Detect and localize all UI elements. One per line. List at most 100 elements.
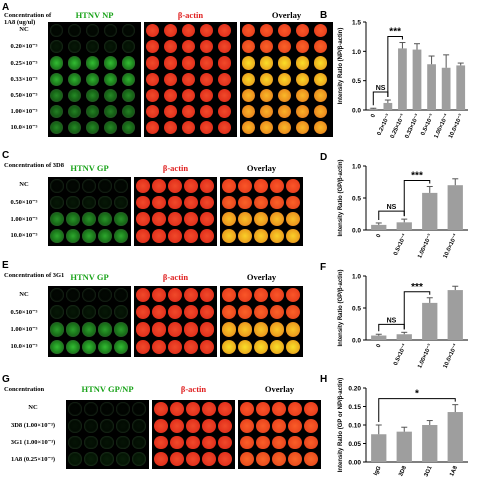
well xyxy=(154,418,168,433)
well xyxy=(200,339,215,354)
channel-title: HTNV GP xyxy=(70,272,109,282)
significance-bracket xyxy=(378,398,456,422)
x-tick-label: 0.5×10⁻³ xyxy=(419,113,435,137)
x-tick-label: 10.0×10⁻³ xyxy=(447,113,464,140)
well xyxy=(68,121,82,135)
well xyxy=(122,56,136,70)
significance-bracket xyxy=(403,291,431,330)
bar-chart-b: B 0.0 0.5 1.0 1.5 Intensity Ratio (NP/β-actin… xyxy=(320,10,468,140)
row-label: 0.50×10⁻³ xyxy=(10,199,38,207)
well xyxy=(168,339,183,354)
well xyxy=(104,105,118,119)
well xyxy=(200,179,214,193)
well xyxy=(288,435,302,450)
bar xyxy=(371,434,387,462)
well xyxy=(50,179,64,193)
well xyxy=(116,435,130,450)
well xyxy=(272,402,286,416)
well xyxy=(242,40,256,54)
well xyxy=(82,179,96,193)
y-tick-label: 0.15 xyxy=(348,404,361,411)
well xyxy=(254,305,269,320)
significance-label: *** xyxy=(411,170,423,181)
panel-letter-a: A xyxy=(2,2,10,13)
well xyxy=(200,322,215,337)
well xyxy=(146,40,160,54)
well-plate-overlay xyxy=(238,400,321,470)
well xyxy=(278,72,292,86)
well xyxy=(164,56,178,70)
row-label: 10.0×10⁻³ xyxy=(10,232,38,240)
bar xyxy=(412,49,422,110)
well xyxy=(170,435,184,450)
well xyxy=(66,212,80,227)
well xyxy=(270,195,284,210)
well xyxy=(296,24,310,38)
well xyxy=(68,452,82,467)
row-label: NC xyxy=(19,290,29,298)
row-label: 1.00×10⁻³ xyxy=(10,326,38,333)
well xyxy=(122,105,136,119)
well xyxy=(152,212,166,227)
well xyxy=(104,56,118,70)
bar xyxy=(447,185,463,230)
y-tick-label: 0.5 xyxy=(352,306,361,313)
well xyxy=(164,88,178,102)
bar xyxy=(447,412,463,462)
well xyxy=(116,418,130,433)
channel-title: β-actin xyxy=(162,272,189,282)
well xyxy=(146,24,160,38)
well xyxy=(66,322,81,337)
y-axis-label: Intensity Ratio (GP/β-actin) xyxy=(338,269,344,346)
well xyxy=(154,402,168,416)
well xyxy=(242,121,256,135)
well xyxy=(238,195,252,210)
well xyxy=(286,322,301,337)
well-plate-green xyxy=(48,286,131,357)
well xyxy=(82,212,96,227)
well xyxy=(184,288,199,303)
well xyxy=(68,24,82,38)
well-plate-red xyxy=(152,400,235,470)
well xyxy=(184,339,199,354)
well xyxy=(114,339,129,354)
x-tick-label: 3D8 xyxy=(398,465,408,478)
channel-title: HTNV NP xyxy=(75,10,114,20)
significance-bracket xyxy=(403,179,431,217)
well xyxy=(122,121,136,135)
y-tick-label: 1.0 xyxy=(352,274,361,281)
row-label: 3G1 (1.00×10⁻³) xyxy=(10,439,56,446)
bar xyxy=(383,102,393,110)
well xyxy=(98,322,113,337)
well xyxy=(66,339,81,354)
well xyxy=(68,88,82,102)
well xyxy=(314,56,328,70)
y-tick-label: 0.0 xyxy=(352,108,361,115)
well xyxy=(50,24,64,38)
well xyxy=(86,105,100,119)
well xyxy=(270,305,285,320)
well xyxy=(186,435,200,450)
bar xyxy=(398,48,407,110)
well xyxy=(164,121,178,135)
well xyxy=(260,72,274,86)
well xyxy=(66,288,81,303)
x-tick-label: 1.00×10⁻³ xyxy=(433,113,450,140)
well xyxy=(200,56,214,70)
y-tick-label: 0.00 xyxy=(348,460,361,467)
well xyxy=(50,212,64,227)
x-tick-label: 0.33×10⁻³ xyxy=(403,113,420,140)
row-label: 1.00×10⁻³ xyxy=(10,108,38,116)
significance-label: NS xyxy=(387,204,397,211)
well xyxy=(260,121,274,135)
well xyxy=(182,88,196,102)
well xyxy=(222,229,236,243)
well xyxy=(200,212,214,227)
well xyxy=(222,212,236,227)
concentration-label: Concentration of 1A8 (ug/ul) xyxy=(4,12,52,26)
well xyxy=(132,452,146,467)
well xyxy=(254,339,269,354)
well xyxy=(152,229,166,243)
well-plate-red xyxy=(134,286,217,357)
well xyxy=(256,435,270,450)
